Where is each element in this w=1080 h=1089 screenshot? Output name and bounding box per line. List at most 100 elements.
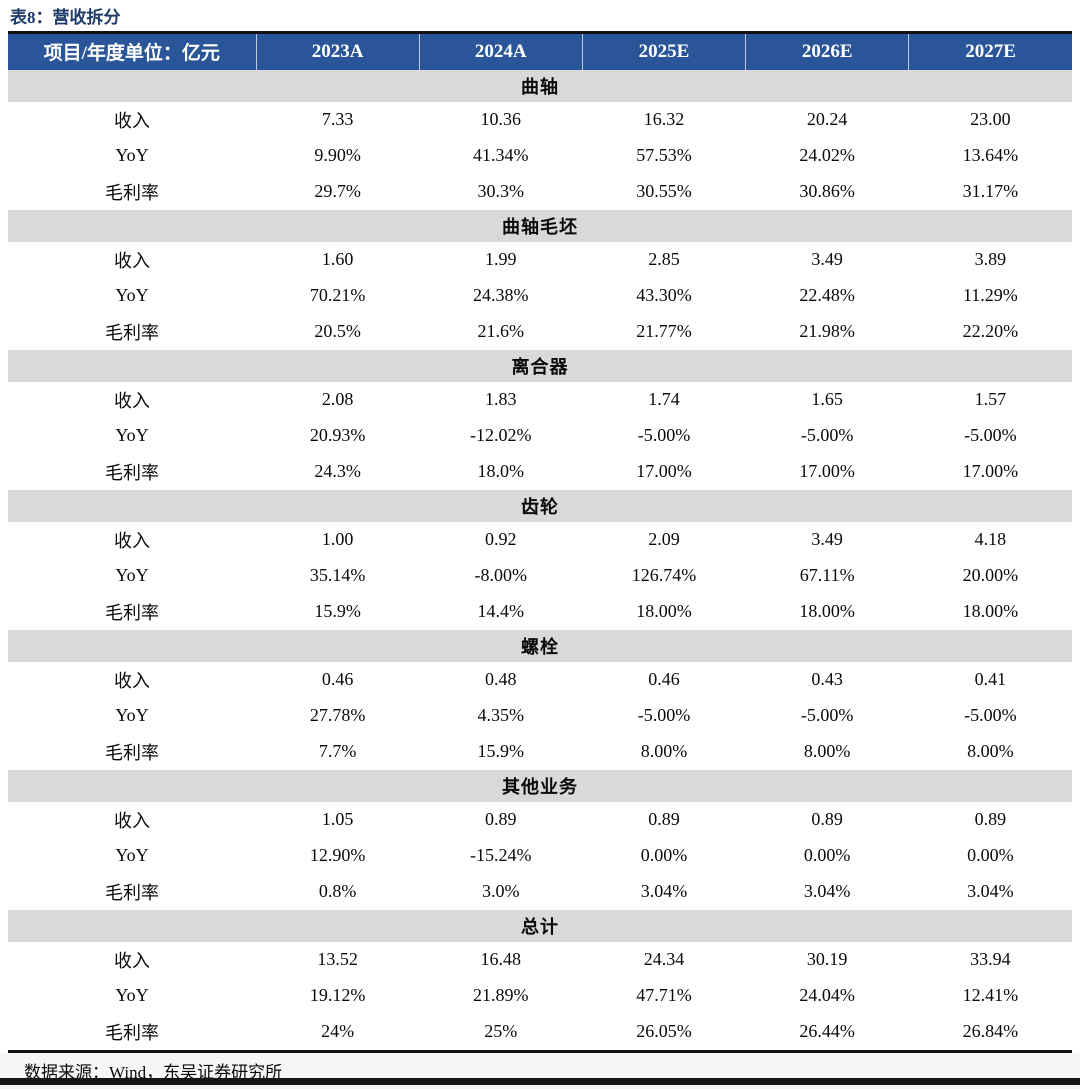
items-unit-header: 项目/年度单位：亿元 [8,32,256,70]
table-row: 收入 1.00 0.92 2.09 3.49 4.18 [8,522,1072,558]
value-cell: 7.7% [318,741,357,761]
value-cell: 22.48% [799,285,855,305]
value-cell: 30.19 [806,949,848,969]
value-cell: -8.00% [474,565,528,585]
table-row: 毛利率 24% 25% 26.05% 26.44% 26.84% [8,1014,1072,1050]
row-label: 毛利率 [105,882,159,903]
row-label: YoY [115,985,149,1005]
value-cell: 41.34% [473,145,529,165]
table-row: 毛利率 0.8% 3.0% 3.04% 3.04% 3.04% [8,874,1072,910]
row-label: 收入 [114,950,150,971]
value-cell: 2.85 [648,249,680,269]
section-header-row: 总计 [8,909,1072,942]
section-title: 螺栓 [8,629,1072,662]
value-cell: 20.00% [962,565,1019,585]
value-cell: 24.38% [473,285,529,305]
section-title: 齿轮 [8,489,1072,522]
value-cell: 0.00% [640,845,688,865]
value-cell: 21.6% [477,321,525,341]
section-title: 曲轴 [8,69,1072,102]
row-label: 毛利率 [105,1022,159,1043]
bottom-dark-bar [0,1078,1080,1085]
value-cell: 1.65 [811,389,843,409]
value-cell: 23.00 [970,109,1011,129]
value-cell: 12.41% [962,985,1019,1005]
section-header-row: 曲轴毛坯 [8,209,1072,242]
value-cell: 21.98% [799,321,855,341]
value-cell: 27.78% [309,705,366,725]
value-cell: 16.32 [643,109,685,129]
value-cell: -12.02% [470,425,532,445]
row-label: 收入 [114,530,150,551]
value-cell: 31.17% [962,181,1019,201]
table-row: YoY 20.93% -12.02% -5.00% -5.00% -5.00% [8,418,1072,454]
value-cell: 20.5% [314,321,361,341]
year-column-header: 2024A [418,32,583,70]
value-cell: 7.33 [321,109,354,129]
value-cell: 8.00% [803,741,851,761]
value-cell: 126.74% [631,565,697,585]
value-cell: 47.71% [636,985,692,1005]
table-title: 表8：营收拆分 [10,8,121,27]
value-cell: 3.49 [811,249,843,269]
table-body: 曲轴 收入 7.33 10.36 16.32 20.24 23.00 YoY 9.90% 41.3… [8,69,1072,1050]
section-title: 总计 [8,909,1072,942]
value-cell: 15.9% [477,741,525,761]
section-title: 曲轴毛坯 [8,209,1072,242]
row-label: 收入 [114,670,150,691]
value-cell: 3.04% [803,881,851,901]
value-cell: 0.43 [811,669,843,689]
value-cell: 67.11% [799,565,855,585]
value-cell: 0.48 [485,669,517,689]
value-cell: 1.83 [485,389,517,409]
value-cell: 3.49 [811,529,843,549]
row-label: 收入 [114,250,150,271]
year-column-header: 2023A [255,32,420,70]
value-cell: 20.93% [309,425,366,445]
value-cell: 18.00% [636,601,692,621]
year-column-header: 2025E [581,32,746,70]
section-title: 离合器 [8,349,1072,382]
value-cell: 15.9% [314,601,361,621]
value-cell: 1.00 [321,529,354,549]
value-cell: 25% [484,1021,518,1041]
value-cell: -5.00% [800,425,854,445]
value-cell: 4.35% [477,705,525,725]
value-cell: 1.74 [648,389,680,409]
value-cell: 20.24 [806,109,848,129]
table-row: 毛利率 29.7% 30.3% 30.55% 30.86% 31.17% [8,174,1072,210]
table-row: YoY 12.90% -15.24% 0.00% 0.00% 0.00% [8,838,1072,874]
table-row: 毛利率 20.5% 21.6% 21.77% 21.98% 22.20% [8,314,1072,350]
section-header-row: 曲轴 [8,69,1072,102]
value-cell: 18.00% [799,601,855,621]
value-cell: 1.05 [321,809,354,829]
row-label: YoY [115,565,149,585]
value-cell: 17.00% [962,461,1019,481]
value-cell: 18.0% [477,461,525,481]
value-cell: 0.00% [803,845,851,865]
value-cell: 30.3% [477,181,525,201]
year-column-header: 2026E [745,32,909,70]
table-row: 收入 1.60 1.99 2.85 3.49 3.89 [8,242,1072,278]
footer-rule [8,1049,1072,1053]
value-cell: 4.18 [974,529,1007,549]
value-cell: 21.89% [473,985,529,1005]
row-label: 收入 [114,110,150,131]
value-cell: 30.55% [636,181,692,201]
table-row: 毛利率 7.7% 15.9% 8.00% 8.00% 8.00% [8,734,1072,770]
revenue-breakdown-table: 项目/年度单位：亿元 2023A 2024A 2025E 2026E 2027E 曲轴 收入… [8,31,1072,1050]
value-cell: 19.12% [309,985,366,1005]
value-cell: 0.89 [485,809,517,829]
table-row: 毛利率 24.3% 18.0% 17.00% 17.00% 17.00% [8,454,1072,490]
value-cell: -5.00% [637,425,691,445]
table-row: 收入 2.08 1.83 1.74 1.65 1.57 [8,382,1072,418]
section-header-row: 其他业务 [8,769,1072,802]
row-label: 收入 [114,810,150,831]
value-cell: 24.3% [314,461,361,481]
value-cell: 26.84% [962,1021,1019,1041]
value-cell: -5.00% [964,425,1017,445]
value-cell: 21.77% [636,321,692,341]
value-cell: 0.89 [811,809,843,829]
value-cell: 3.04% [640,881,688,901]
value-cell: -5.00% [964,705,1017,725]
